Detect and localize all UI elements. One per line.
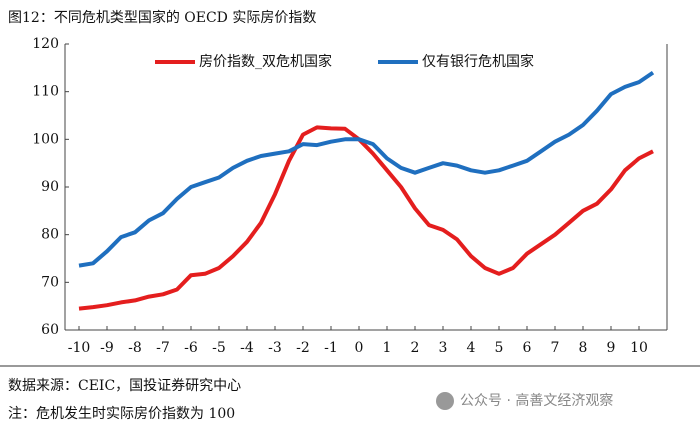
watermark-icon — [436, 392, 454, 410]
x-tick-label: -10 — [68, 340, 91, 356]
series-line — [78, 70, 655, 268]
x-tick-label: 8 — [579, 340, 588, 356]
x-tick-label: -5 — [212, 340, 226, 356]
y-tick-label: 80 — [41, 227, 59, 243]
x-tick-label: 7 — [551, 340, 560, 356]
y-tick-label: 60 — [41, 322, 59, 338]
x-tick-label: -2 — [296, 340, 310, 356]
y-tick-label: 110 — [32, 84, 59, 100]
x-tick-label: -3 — [268, 340, 282, 356]
source: 数据来源：CEIC，国投证券研究中心 — [8, 378, 241, 394]
x-tick-label: 0 — [355, 340, 364, 356]
x-tick-label: -9 — [100, 340, 114, 356]
y-tick-label: 120 — [32, 36, 59, 52]
y-tick-label: 70 — [41, 274, 59, 290]
x-tick-label: 10 — [630, 340, 648, 356]
x-tick-label: 4 — [467, 340, 476, 356]
note: 注：危机发生时实际房价指数为 100 — [8, 406, 235, 422]
x-tick-label: -1 — [324, 340, 338, 356]
series-line — [78, 125, 654, 311]
x-tick-label: 3 — [439, 340, 448, 356]
x-tick-label: 2 — [411, 340, 420, 356]
chart-title: 图12：不同危机类型国家的 OECD 实际房价指数 — [8, 9, 316, 26]
y-tick-label: 90 — [41, 179, 59, 195]
x-tick-label: -7 — [156, 340, 170, 356]
x-tick-label: 1 — [383, 340, 392, 356]
y-tick-label: 100 — [32, 131, 59, 147]
x-tick-label: -6 — [184, 340, 198, 356]
x-tick-label: -8 — [128, 340, 142, 356]
legend-label: 仅有银行危机国家 — [422, 53, 534, 70]
x-tick-label: 6 — [523, 340, 532, 356]
watermark: 公众号 · 高善文经济观察 — [460, 392, 613, 409]
x-tick-label: -4 — [240, 340, 254, 356]
x-tick-label: 5 — [495, 340, 504, 356]
x-tick-label: 9 — [607, 340, 616, 356]
legend-label: 房价指数_双危机国家 — [199, 53, 332, 70]
